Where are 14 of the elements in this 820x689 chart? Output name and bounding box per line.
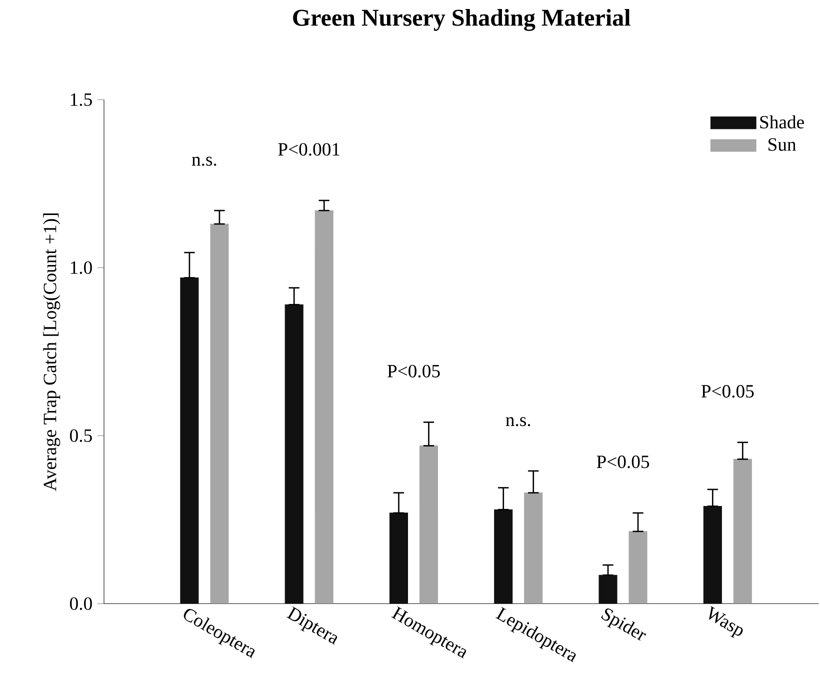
y-tick-label: 1.5 [70, 93, 92, 106]
annotation: P<0.001 [278, 143, 340, 156]
annotation: P<0.05 [387, 364, 440, 378]
chart-title: Green Nursery Shading Material [293, 8, 630, 31]
y-tick-label: 0.0 [70, 597, 92, 610]
legend-label: Sun [768, 138, 796, 151]
legend-label: Shade [760, 115, 804, 128]
annotation: n.s. [506, 417, 530, 426]
y-axis-title: Average Trap Catch [Log(Count +1)] [43, 214, 60, 492]
y-tick-label: 0.5 [70, 429, 92, 442]
annotation: n.s. [192, 156, 216, 166]
y-tick-label: 1.0 [70, 261, 92, 274]
annotation: P<0.05 [596, 456, 650, 468]
annotation: P<0.05 [701, 384, 754, 398]
